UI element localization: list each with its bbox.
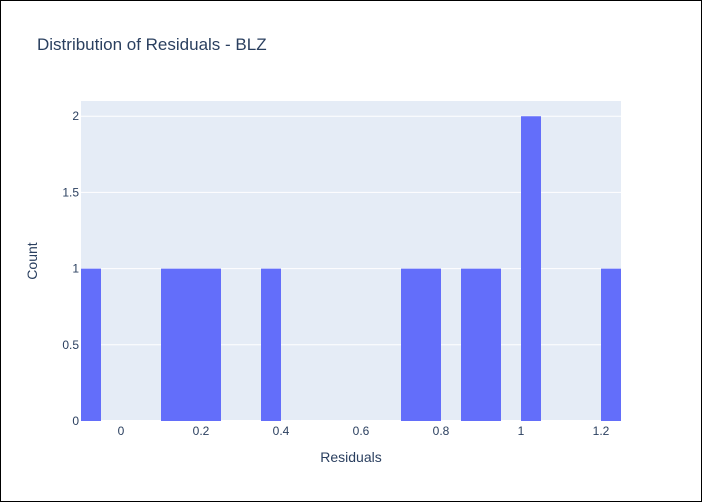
y-tick-label-3: 1.5	[62, 185, 79, 199]
y-tick-label-1: 0.5	[62, 338, 79, 352]
y-axis-title: Count	[24, 242, 40, 279]
histogram-bar-6[interactable]	[421, 268, 441, 421]
y-tick-label-4: 2	[72, 109, 79, 123]
x-tick-label-2: 0.4	[273, 424, 290, 438]
histogram-bar-7[interactable]	[461, 268, 481, 421]
histogram-bar-4[interactable]	[261, 268, 281, 421]
x-tick-label-1: 0.2	[193, 424, 210, 438]
y-tick-label-0: 0	[72, 414, 79, 428]
histogram-bar-0[interactable]	[81, 268, 101, 421]
x-tick-label-0: 0	[118, 424, 125, 438]
x-tick-label-5: 1	[518, 424, 525, 438]
histogram-bar-3[interactable]	[201, 268, 221, 421]
x-tick-label-3: 0.6	[353, 424, 370, 438]
histogram-bar-8[interactable]	[481, 268, 501, 421]
histogram-bar-1[interactable]	[161, 268, 181, 421]
x-axis-ticks: 0 0.2 0.4 0.6 0.8 1 1.2	[118, 424, 610, 438]
histogram-bar-9[interactable]	[521, 116, 541, 421]
histogram-bars	[81, 116, 621, 421]
histogram-bar-5[interactable]	[401, 268, 421, 421]
y-axis-ticks: 0 0.5 1 1.5 2	[62, 109, 79, 428]
histogram-bar-10[interactable]	[601, 268, 621, 421]
chart-title: Distribution of Residuals - BLZ	[37, 35, 267, 54]
y-tick-label-2: 1	[72, 262, 79, 276]
x-axis-title: Residuals	[320, 449, 381, 465]
x-tick-label-4: 0.8	[433, 424, 450, 438]
x-tick-label-6: 1.2	[593, 424, 610, 438]
histogram-bar-2[interactable]	[181, 268, 201, 421]
